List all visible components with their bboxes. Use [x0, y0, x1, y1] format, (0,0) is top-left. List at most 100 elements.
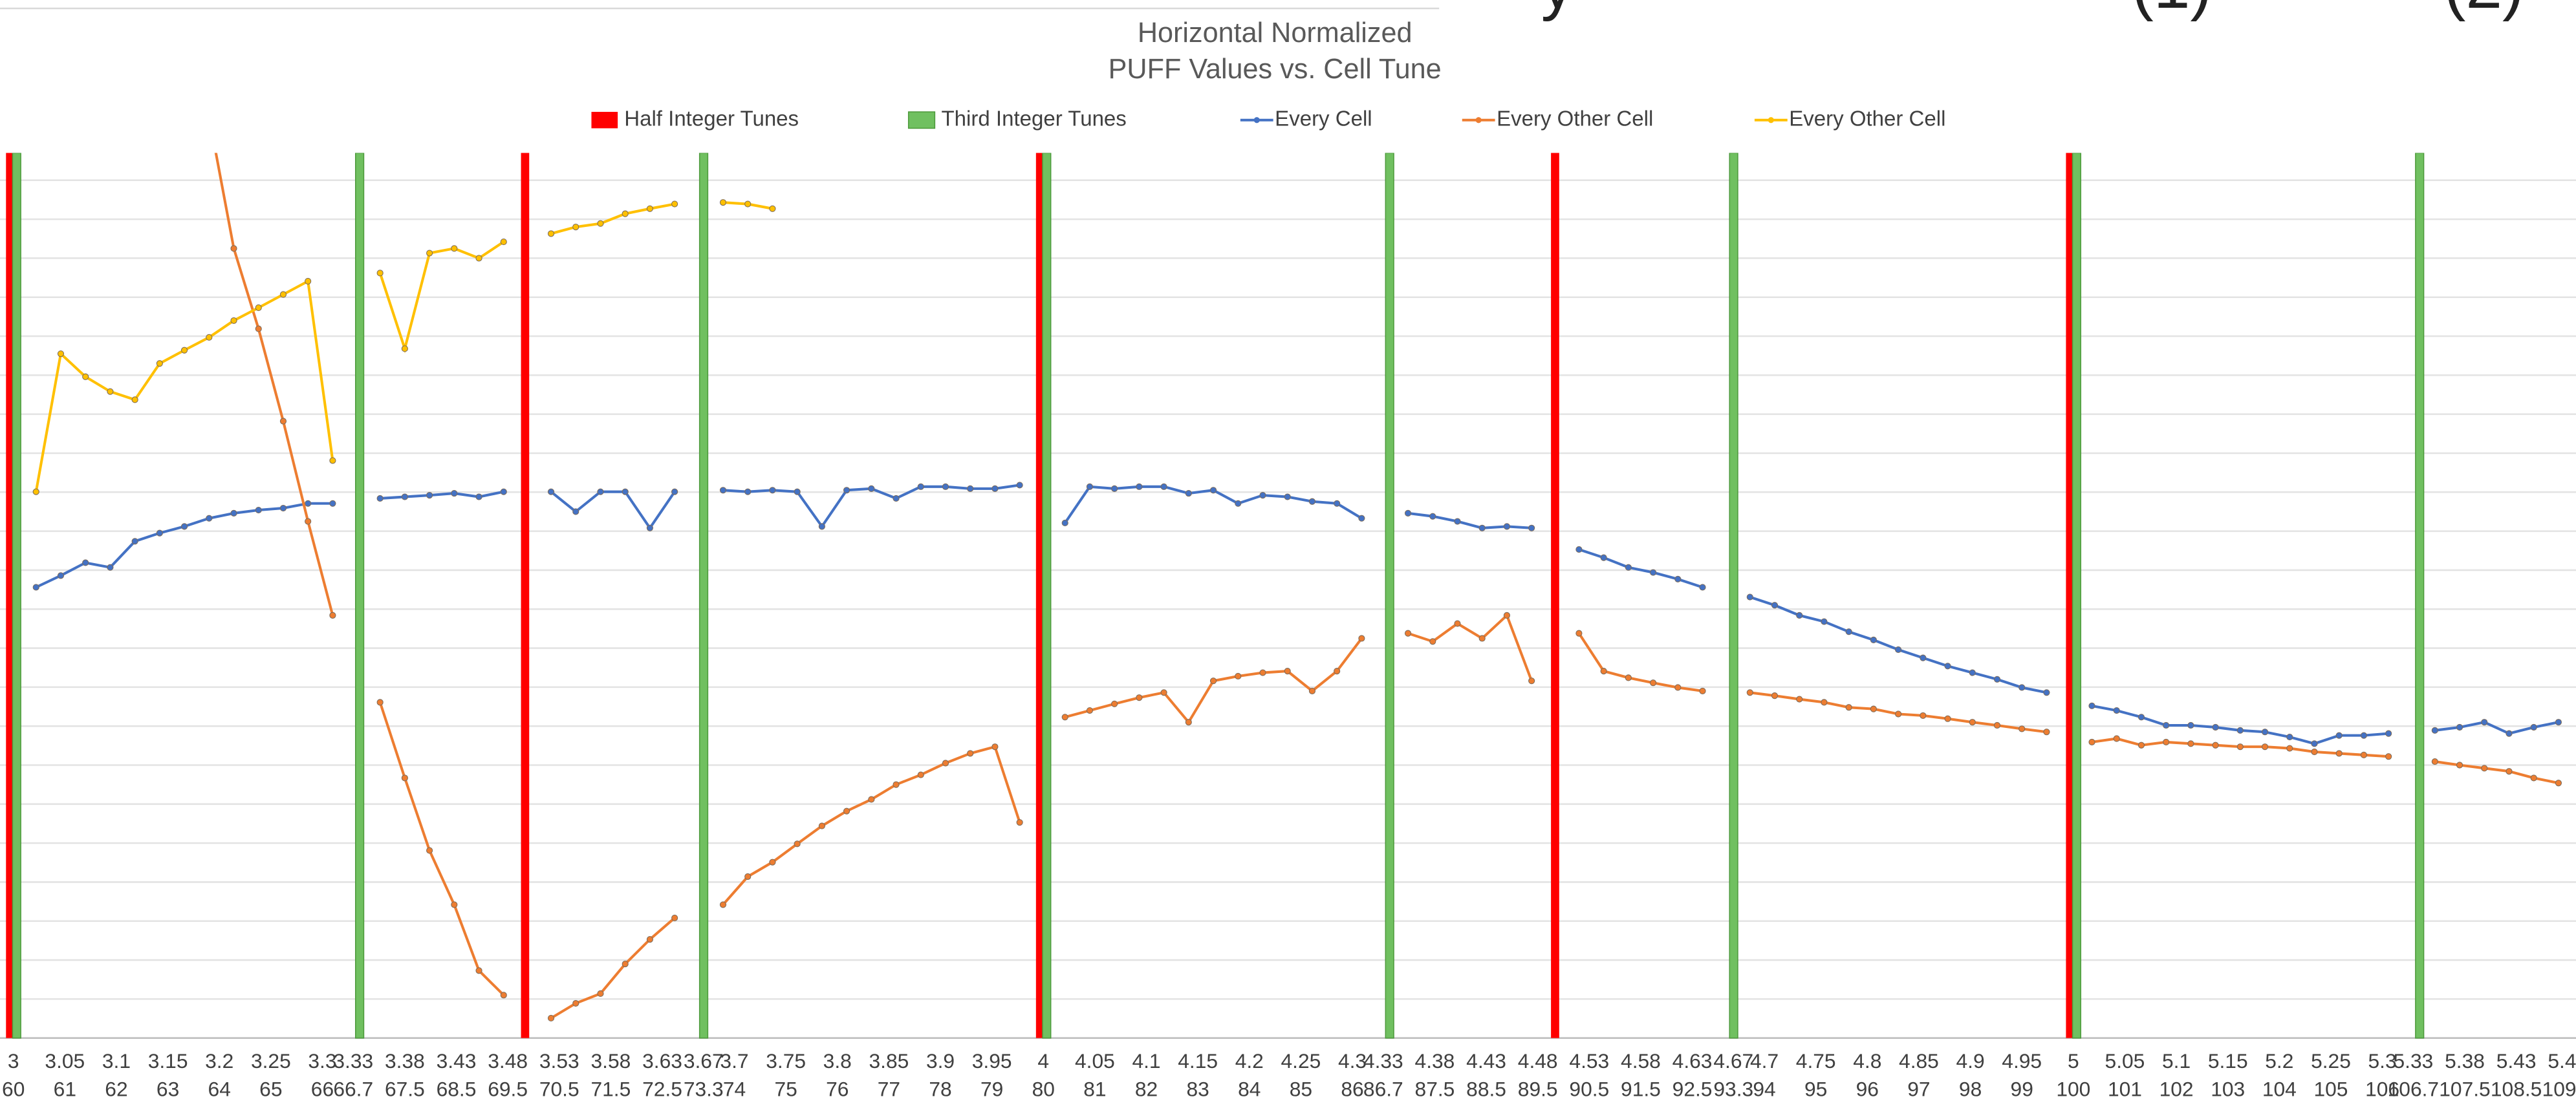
- data-point: [572, 224, 579, 231]
- data-point: [1209, 487, 1217, 494]
- data-point: [2286, 733, 2293, 741]
- data-point: [1870, 636, 1877, 643]
- data-point: [2043, 729, 2050, 736]
- data-point: [1600, 668, 1607, 675]
- data-point: [2163, 721, 2170, 729]
- data-point: [769, 487, 776, 494]
- data-point: [255, 325, 262, 332]
- data-point: [1920, 712, 1927, 719]
- data-point: [2506, 768, 2513, 775]
- data-point: [1160, 483, 1167, 490]
- data-point: [893, 781, 900, 788]
- third-integer-line: [12, 153, 21, 1039]
- data-point: [2187, 721, 2194, 729]
- data-point: [230, 317, 237, 324]
- data-point: [868, 485, 875, 492]
- data-point: [57, 572, 65, 579]
- data-point: [1993, 676, 2001, 683]
- data-point: [1086, 483, 1094, 490]
- data-point: [2385, 753, 2392, 760]
- data-point: [2360, 732, 2368, 739]
- data-point: [1454, 620, 1461, 627]
- data-point: [597, 220, 604, 227]
- x-cell-label: 102: [2159, 1077, 2194, 1099]
- data-point: [2481, 765, 2488, 772]
- x-tick-label: 5: [2068, 1049, 2079, 1072]
- x-cell-label: 104: [2262, 1077, 2297, 1099]
- x-tick-label: 4.95: [2002, 1049, 2042, 1072]
- data-point: [156, 360, 163, 367]
- x-tick-label: 3.95: [972, 1049, 1012, 1072]
- data-point: [1845, 704, 1852, 711]
- x-tick-label: 4.9: [1956, 1049, 1985, 1072]
- data-point: [2385, 730, 2392, 737]
- data-point: [1404, 630, 1412, 637]
- data-point: [206, 334, 213, 341]
- annotation: y: [1541, 0, 1574, 22]
- x-cell-label: 98: [1959, 1077, 1982, 1099]
- data-point: [1259, 492, 1266, 499]
- x-tick-label: 4.58: [1621, 1049, 1661, 1072]
- data-point: [2113, 707, 2120, 714]
- data-point: [2481, 719, 2488, 726]
- data-point: [1358, 635, 1365, 642]
- data-point: [572, 999, 579, 1007]
- x-cell-label: 70.5: [539, 1077, 579, 1099]
- data-point: [1944, 715, 1951, 722]
- x-tick-label: 4.7: [1750, 1049, 1779, 1072]
- legend-swatch: [591, 112, 618, 129]
- x-cell-label: 79: [980, 1077, 1003, 1099]
- x-tick-label: 3.75: [766, 1049, 806, 1072]
- data-point: [230, 509, 237, 517]
- data-point: [451, 245, 458, 252]
- data-point: [1235, 500, 1242, 507]
- data-point: [1061, 714, 1068, 721]
- data-point: [1845, 628, 1852, 635]
- third-integer-line: [698, 153, 709, 1039]
- legend-label: Every Other Cell: [1497, 106, 1653, 130]
- data-point: [475, 255, 482, 262]
- data-point: [82, 559, 89, 566]
- data-point: [1308, 687, 1316, 694]
- legend-swatch: [907, 111, 936, 129]
- x-tick-label: 3: [8, 1049, 19, 1072]
- data-point: [868, 796, 875, 803]
- data-point: [1674, 575, 1682, 582]
- x-cell-label: 105: [2313, 1077, 2348, 1099]
- data-point: [843, 487, 850, 494]
- data-point: [1600, 554, 1607, 561]
- data-point: [2138, 714, 2145, 721]
- data-point: [2456, 723, 2463, 731]
- data-point: [32, 584, 39, 591]
- data-point: [942, 483, 949, 490]
- data-point: [1944, 663, 1951, 670]
- data-point: [1771, 602, 1779, 609]
- data-point: [622, 961, 629, 968]
- x-tick-label: 3.53: [539, 1049, 579, 1072]
- legend-marker: [1768, 117, 1774, 123]
- data-point: [1528, 524, 1535, 531]
- data-point: [57, 350, 65, 357]
- x-tick-label: 5.3: [2368, 1049, 2397, 1072]
- legend-marker: [1475, 117, 1482, 123]
- x-tick-label: 3.67: [684, 1049, 724, 1072]
- x-tick-label: 4.53: [1569, 1049, 1609, 1072]
- x-tick-label: 4: [1037, 1049, 1049, 1072]
- third-integer-line: [1042, 153, 1052, 1039]
- data-point: [744, 873, 752, 880]
- data-point: [2019, 725, 2026, 732]
- x-tick-label: 5.33: [2393, 1049, 2433, 1072]
- data-point: [622, 488, 629, 495]
- half-integer-line: [521, 153, 530, 1038]
- third-integer-line: [2415, 153, 2425, 1039]
- data-point: [255, 304, 262, 312]
- data-point: [893, 495, 900, 502]
- data-point: [1061, 519, 1068, 527]
- data-point: [843, 807, 850, 815]
- data-point: [2138, 742, 2145, 749]
- data-point: [646, 205, 653, 212]
- x-tick-label: 3.7: [720, 1049, 748, 1072]
- legend-label: Half Integer Tunes: [624, 106, 799, 130]
- data-point: [500, 488, 507, 495]
